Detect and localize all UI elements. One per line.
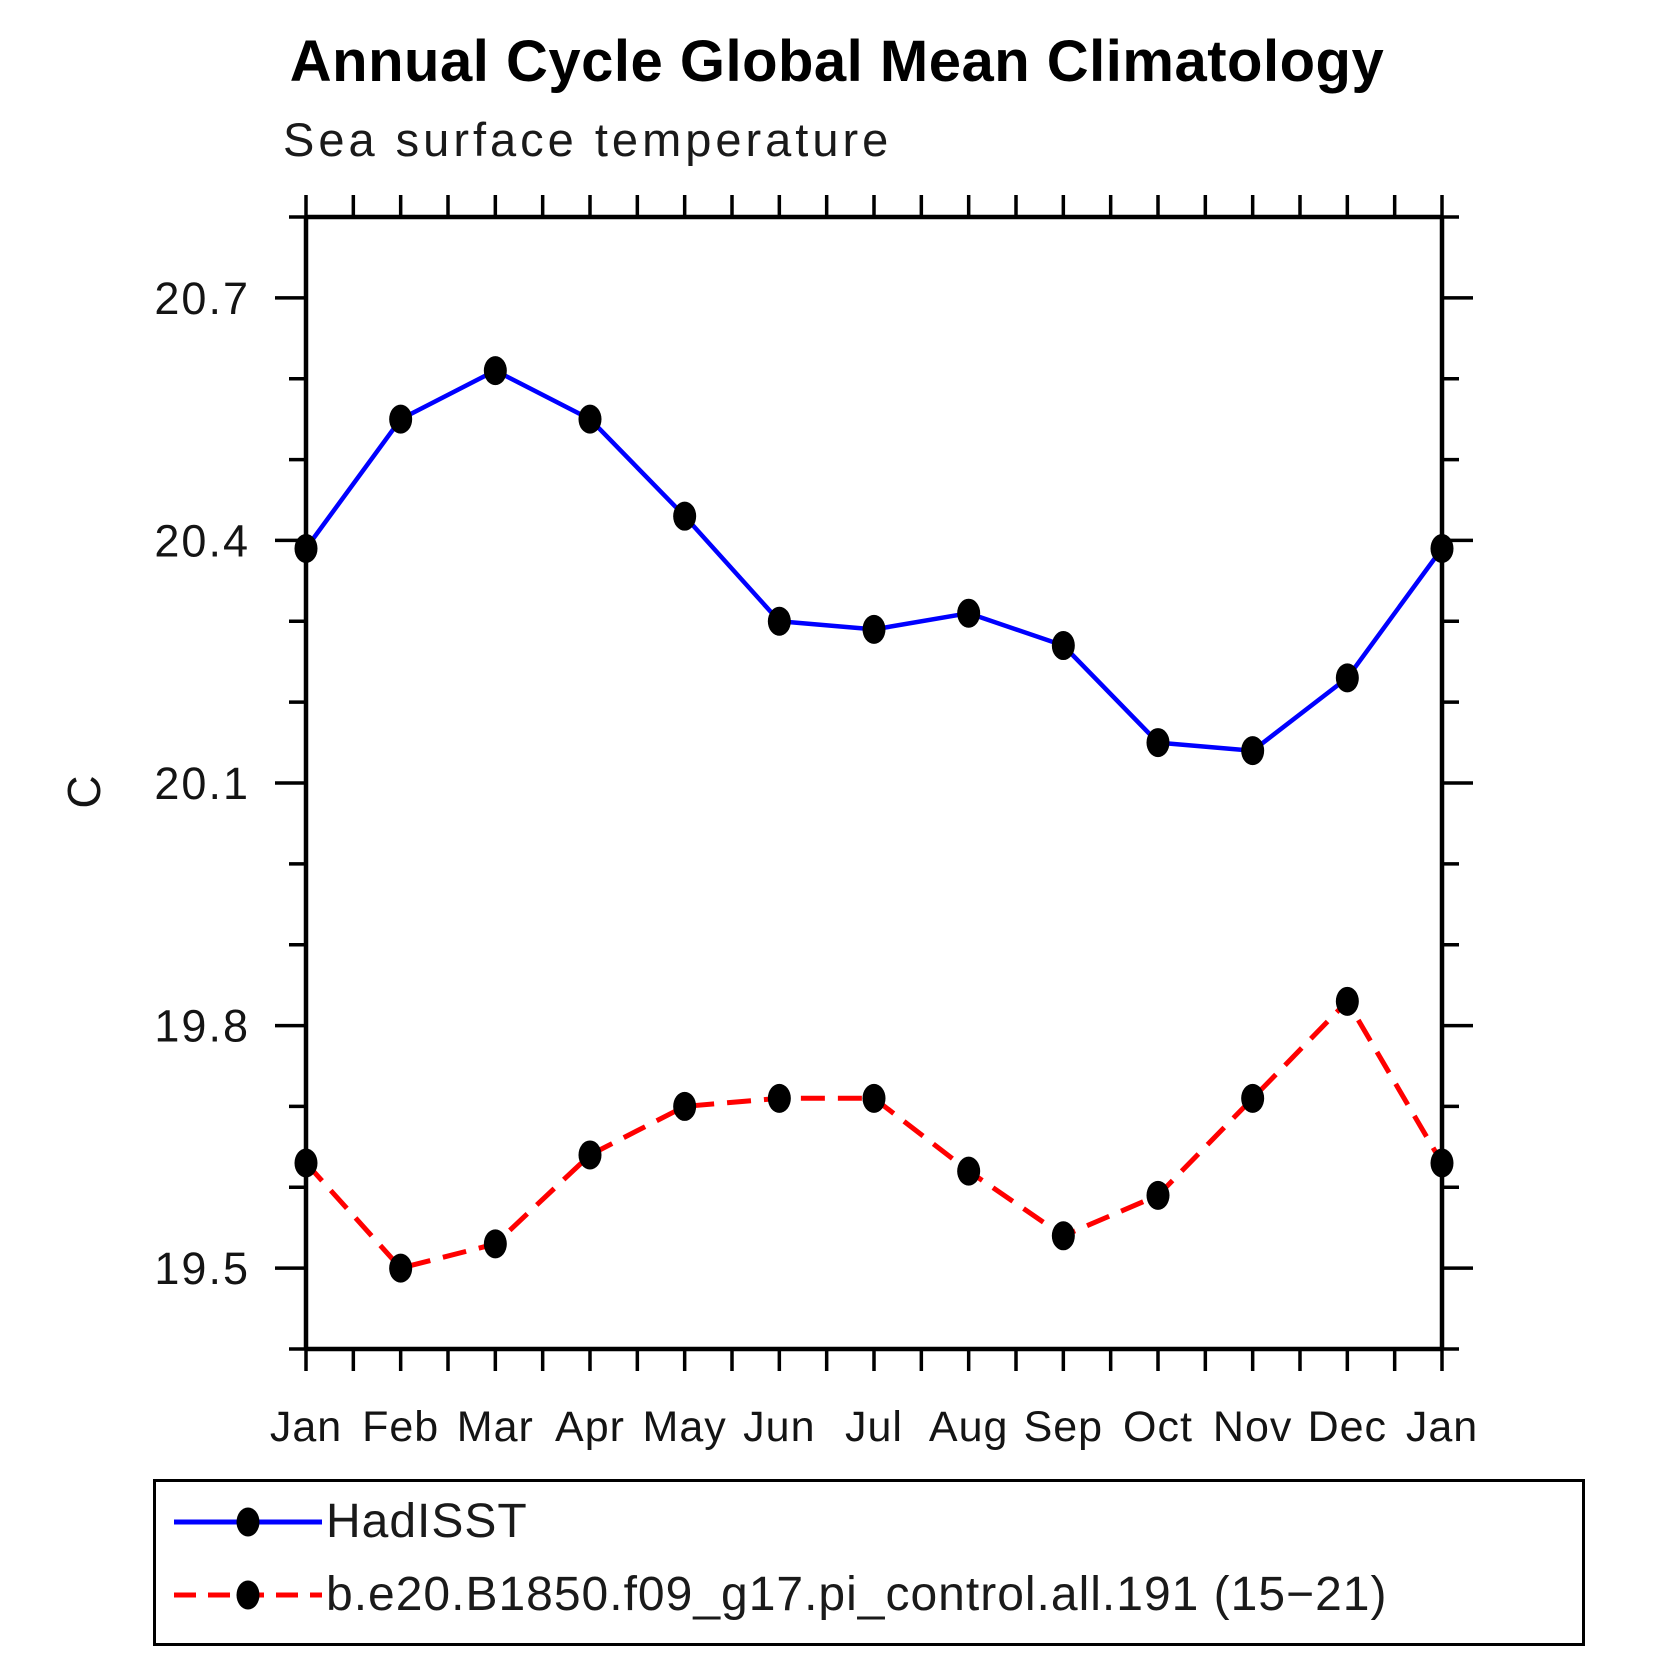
x-tick-label: Feb xyxy=(362,1403,439,1451)
series-marker-0 xyxy=(389,404,413,434)
series-marker-1 xyxy=(1430,1148,1454,1178)
x-tick-label: Aug xyxy=(929,1403,1009,1451)
series-marker-1 xyxy=(1146,1180,1170,1210)
series-marker-1 xyxy=(767,1083,791,1113)
series-marker-0 xyxy=(862,614,886,644)
chart-title: Annual Cycle Global Mean Climatology xyxy=(289,29,1385,94)
series-marker-0 xyxy=(957,598,981,628)
y-tick-label: 20.7 xyxy=(154,273,250,324)
legend-label-hadisst: HadISST xyxy=(326,1495,528,1548)
series-line-0 xyxy=(304,368,1444,753)
series-marker-0 xyxy=(1241,736,1265,766)
x-tick-label: Oct xyxy=(1123,1403,1193,1451)
legend-item-hadisst: HadISST xyxy=(172,1494,528,1549)
x-tick-label: Apr xyxy=(555,1403,625,1451)
y-tick-label: 19.8 xyxy=(154,1001,250,1052)
y-tick-label: 19.5 xyxy=(154,1243,250,1294)
series-marker-0 xyxy=(483,356,507,386)
series-marker-1 xyxy=(1051,1221,1075,1251)
series-marker-1 xyxy=(483,1229,507,1259)
x-tick-label: Jun xyxy=(743,1403,815,1451)
legend-swatch-solid-line-icon xyxy=(174,1507,322,1536)
series-marker-1 xyxy=(1335,986,1359,1016)
series-marker-0 xyxy=(1335,663,1359,693)
x-tick-label: May xyxy=(643,1403,727,1451)
series-marker-1 xyxy=(1241,1083,1265,1113)
x-tick-label: Dec xyxy=(1308,1403,1387,1451)
series-marker-1 xyxy=(673,1091,697,1121)
series-marker-0 xyxy=(767,606,791,636)
series-marker-0 xyxy=(673,501,697,531)
series-marker-1 xyxy=(578,1140,602,1170)
legend-label-model: b.e20.B1850.f09_g17.pi_control.all.191 (… xyxy=(326,1568,1388,1621)
y-axis-title: C xyxy=(58,775,110,808)
x-tick-label: Jul xyxy=(845,1403,903,1451)
series-marker-0 xyxy=(1430,534,1454,564)
x-tick-label: Jan xyxy=(270,1403,342,1451)
series-marker-1 xyxy=(389,1253,413,1283)
series-marker-1 xyxy=(862,1083,886,1113)
x-tick-label: Sep xyxy=(1024,1403,1104,1451)
series-marker-0 xyxy=(1146,728,1170,758)
y-tick-label: 20.1 xyxy=(154,758,250,809)
series-marker-1 xyxy=(957,1156,981,1186)
x-tick-label: Jan xyxy=(1406,1403,1478,1451)
series-marker-1 xyxy=(294,1148,318,1178)
legend-marker-dot xyxy=(236,1580,260,1609)
x-tick-label: Mar xyxy=(457,1403,534,1451)
legend-marker-dot xyxy=(236,1507,260,1536)
series-marker-0 xyxy=(578,404,602,434)
legend-item-model: b.e20.B1850.f09_g17.pi_control.all.191 (… xyxy=(172,1567,1387,1622)
legend: HadISST b.e20.B1850.f09_g17.pi_control.a… xyxy=(153,1479,1585,1646)
y-tick-label: 20.4 xyxy=(154,515,250,566)
x-tick-label: Nov xyxy=(1213,1403,1292,1451)
series-line-1 xyxy=(304,998,1445,1271)
series-marker-0 xyxy=(1051,631,1075,661)
series-marker-0 xyxy=(294,534,318,564)
chart-subtitle: Sea surface temperature xyxy=(283,113,893,166)
legend-swatch-dashed-line-icon xyxy=(174,1580,322,1609)
